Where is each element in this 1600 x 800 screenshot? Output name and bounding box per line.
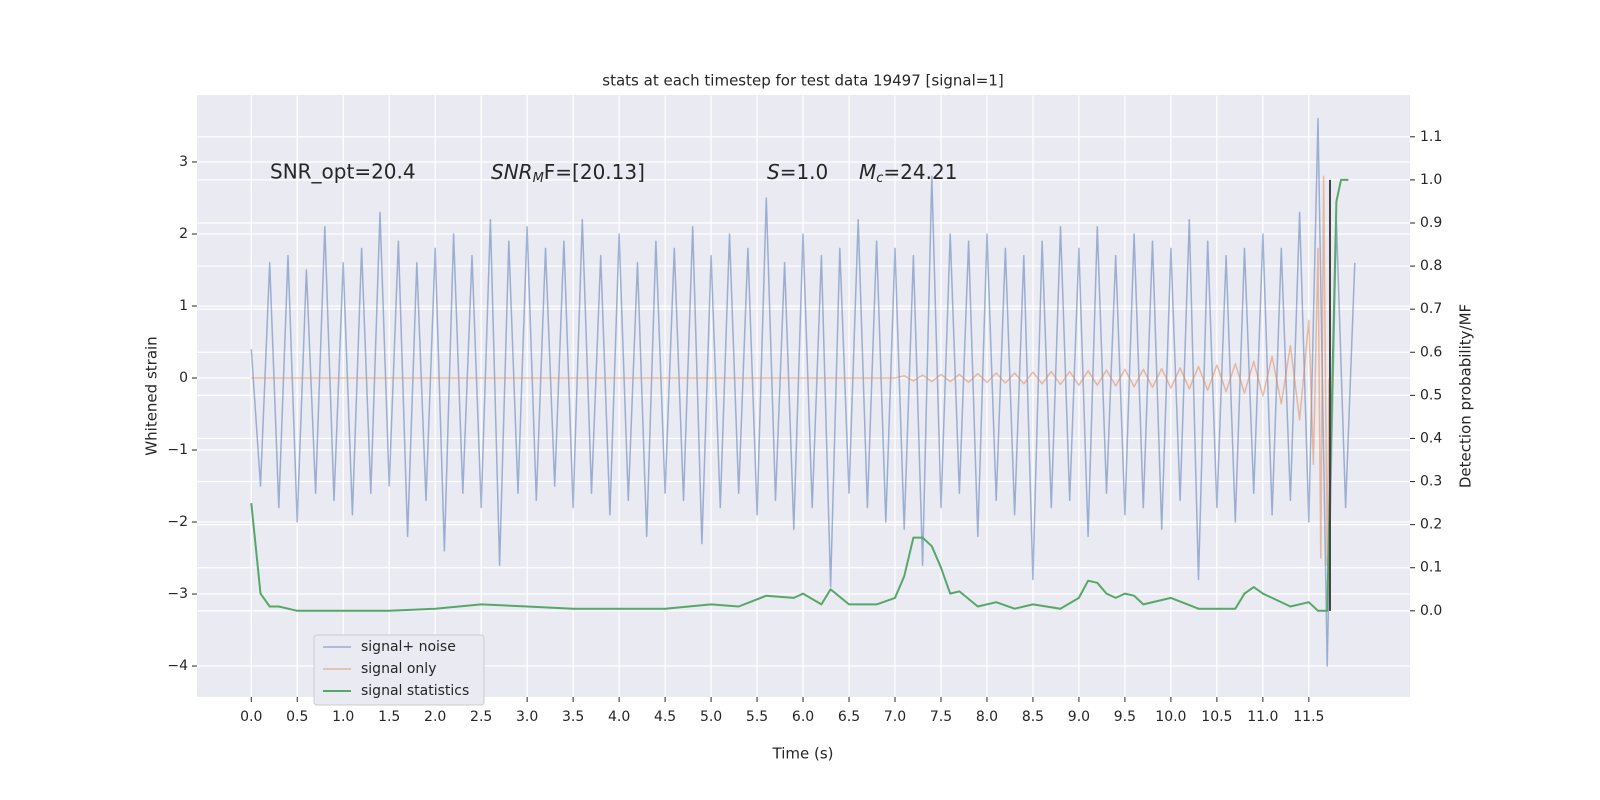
x-axis-label: Time (s) (772, 745, 834, 763)
x-tick-label: 6.0 (792, 709, 814, 725)
x-tick-label: 5.0 (700, 709, 722, 725)
annotation-part: SNR (491, 160, 533, 184)
y2-tick-label: 0.1 (1420, 560, 1442, 576)
y-axis-label: Whitened strain (143, 336, 161, 455)
x-tick-label: 1.5 (378, 709, 400, 725)
marks (250, 118, 1356, 667)
y2-tick-label: 1.1 (1420, 129, 1442, 145)
x-tick-label: 3.5 (562, 709, 584, 725)
annotation-part: =1.0 (780, 160, 829, 184)
y2-tick-label: 0.4 (1420, 430, 1442, 446)
x-tick-label: 11.5 (1293, 709, 1324, 725)
y2-tick-label: 0.2 (1420, 517, 1442, 533)
x-tick-label: 7.5 (930, 709, 952, 725)
y-tick-label: −1 (167, 442, 188, 458)
y2-tick-label: 0.5 (1420, 387, 1442, 403)
annotation-part: S (767, 160, 780, 184)
legend-box (313, 634, 485, 706)
y2-tick-label: 0.7 (1420, 301, 1442, 317)
y-tick-label: 2 (179, 226, 188, 242)
annotation-part: c (876, 171, 883, 186)
chart-title: stats at each timestep for test data 194… (602, 72, 1003, 90)
y-tick-label: −3 (167, 586, 188, 602)
y-tick-label: 0 (179, 370, 188, 386)
annotation-part: M (859, 160, 876, 184)
y-tick-label: −2 (167, 514, 188, 530)
series-line (250, 178, 1349, 612)
x-tick-label: 0.5 (286, 709, 308, 725)
x-tick-label: 7.0 (884, 709, 906, 725)
x-tick-label: 0.0 (240, 709, 262, 725)
x-tick-label: 1.0 (332, 709, 354, 725)
legend-label: signal only (361, 661, 436, 677)
y-tick-label: 1 (179, 298, 188, 314)
x-tick-label: 6.5 (838, 709, 860, 725)
x-tick-label: 10.5 (1201, 709, 1232, 725)
x-tick-label: 5.5 (746, 709, 768, 725)
x-tick-label: 9.0 (1068, 709, 1090, 725)
annotation: SNR_opt=20.4 (270, 160, 416, 184)
x-tick-label: 9.5 (1114, 709, 1136, 725)
y2-tick-label: 1.0 (1420, 172, 1442, 188)
annotation-part: M (533, 171, 544, 186)
y2-tick-label: 0.3 (1420, 474, 1442, 490)
y-tick-label: 3 (179, 154, 188, 170)
annotation: S=1.0 (767, 160, 828, 184)
y2-tick-label: 0.0 (1420, 603, 1442, 619)
y-tick-label: −4 (167, 658, 188, 674)
series-line (250, 118, 1356, 667)
annotation: Mc=24.21 (859, 160, 957, 186)
annotation-part: F=[20.13] (544, 160, 645, 184)
series-line (251, 175, 1330, 566)
x-tick-label: 11.0 (1247, 709, 1278, 725)
legend-label: signal statistics (361, 683, 469, 699)
annotation: SNRMF=[20.13] (491, 160, 645, 186)
y2-tick-label: 0.9 (1420, 215, 1442, 231)
legend-label: signal+ noise (361, 639, 456, 655)
x-tick-label: 4.5 (654, 709, 676, 725)
y2-tick-label: 0.6 (1420, 344, 1442, 360)
grid (197, 95, 1410, 697)
y2-axis-label: Detection probability/MF (1457, 304, 1475, 488)
x-tick-label: 3.0 (516, 709, 538, 725)
x-tick-label: 10.0 (1155, 709, 1186, 725)
x-tick-label: 4.0 (608, 709, 630, 725)
x-tick-label: 2.5 (470, 709, 492, 725)
y2-tick-label: 0.8 (1420, 258, 1442, 274)
annotation-part: =24.21 (883, 160, 957, 184)
x-tick-label: 8.0 (976, 709, 998, 725)
x-tick-label: 2.0 (424, 709, 446, 725)
x-tick-label: 8.5 (1022, 709, 1044, 725)
